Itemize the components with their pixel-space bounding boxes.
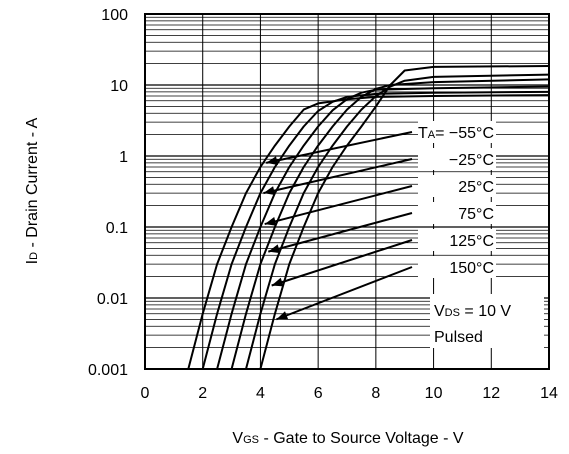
- y-tick-labels: 100 10 1 0.1 0.01 0.001: [88, 7, 128, 379]
- x-tick-label: 2: [198, 385, 207, 402]
- series-label-0: TA= −55°C: [418, 121, 496, 143]
- x-tick-label: 4: [256, 385, 265, 402]
- leader-arrow-3: [268, 212, 413, 254]
- series-label-4: 125°C: [418, 229, 496, 251]
- series-label-text: 125°C: [449, 233, 494, 250]
- leader-arrow-5: [276, 266, 413, 321]
- arrowhead: [263, 186, 276, 195]
- leader-arrow-1: [263, 158, 413, 195]
- curve-series-0: [187, 94, 550, 370]
- leader-arrow-4: [271, 239, 413, 287]
- series-label-text: −25°C: [449, 152, 494, 169]
- pulsed-condition: Pulsed: [434, 329, 483, 346]
- y-tick-label: 0.001: [88, 362, 128, 379]
- x-tick-label: 8: [371, 385, 380, 402]
- series-label-background: [418, 202, 496, 224]
- series-label-1: −25°C: [418, 148, 496, 170]
- series-label-background: [418, 256, 496, 278]
- y-tick-label: 10: [110, 78, 128, 95]
- x-axis-title: VGS - Gate to Source Voltage - V: [232, 430, 463, 447]
- curve-series-1: [201, 90, 550, 370]
- plot-frame: [144, 13, 550, 370]
- series-label-background: [418, 229, 496, 251]
- curves: [187, 65, 550, 370]
- arrows: [263, 131, 413, 321]
- x-tick-label: 10: [425, 385, 443, 402]
- y-axis-title: ID - Drain Current - A: [24, 117, 41, 264]
- test-conditions-box: VDS = 10 V Pulsed: [430, 294, 544, 348]
- series-label-background: [418, 148, 496, 170]
- arrowhead: [266, 156, 278, 165]
- x-tick-label: 14: [540, 385, 558, 402]
- x-tick-label: 0: [141, 385, 150, 402]
- series-label-background: [418, 175, 496, 197]
- x-tick-label: 6: [314, 385, 323, 402]
- x-tick-label: 12: [482, 385, 500, 402]
- series-label-background: [418, 121, 496, 143]
- x-tick-labels: 0 2 4 6 8 10 12 14: [141, 385, 558, 402]
- y-tick-label: 100: [101, 7, 128, 24]
- y-tick-label: 0.1: [106, 220, 128, 237]
- series-label-5: 150°C: [418, 256, 496, 278]
- series-label-3: 75°C: [418, 202, 496, 224]
- series-label-2: 25°C: [418, 175, 496, 197]
- arrowhead: [271, 277, 284, 287]
- curve-series-4: [245, 73, 550, 370]
- series-label-text: 75°C: [458, 206, 494, 223]
- leader-arrow-0: [266, 131, 413, 165]
- y-tick-label: 1: [119, 149, 128, 166]
- legend-labels: TA= −55°C −25°C 25°C 75°C 125°C 150°C: [418, 121, 496, 278]
- y-tick-label: 0.01: [97, 291, 128, 308]
- series-label-text: 25°C: [458, 179, 494, 196]
- arrowhead: [264, 217, 277, 226]
- vds-condition: VDS = 10 V: [434, 303, 511, 320]
- leader-arrow-2: [264, 185, 413, 226]
- curve-series-3: [230, 78, 550, 370]
- arrowhead: [276, 311, 289, 320]
- arrowhead: [268, 244, 281, 254]
- series-label-text: 150°C: [449, 260, 494, 277]
- series-label-text: TA= −55°C: [418, 125, 494, 142]
